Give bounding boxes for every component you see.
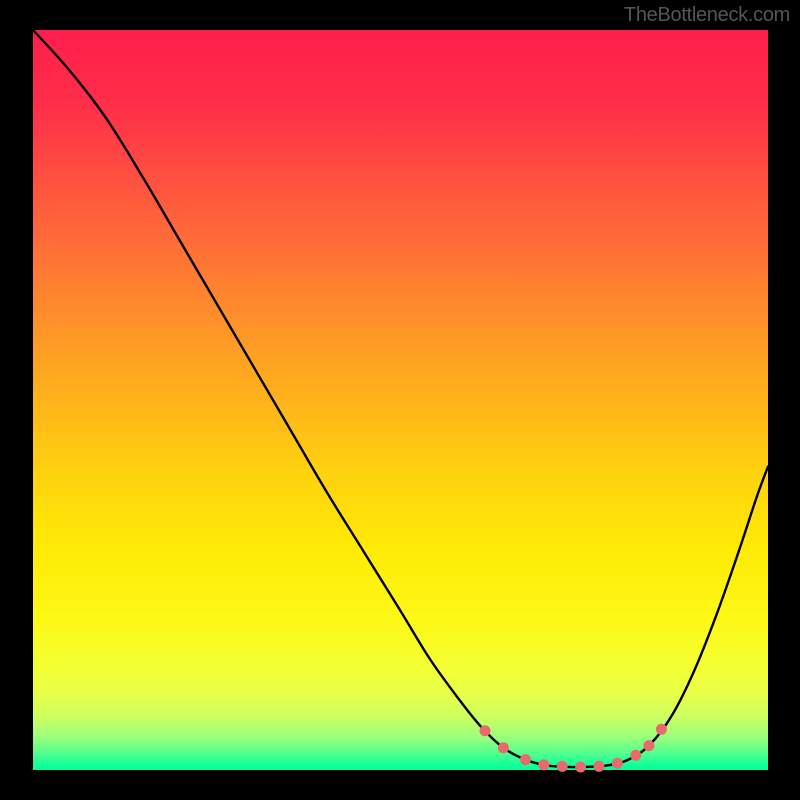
- bottleneck-chart: [0, 0, 800, 800]
- marker-dot: [575, 762, 586, 773]
- marker-dot: [520, 754, 531, 765]
- marker-dot: [612, 758, 623, 769]
- plot-background: [33, 30, 768, 770]
- marker-dot: [557, 761, 568, 772]
- marker-dot: [643, 740, 654, 751]
- marker-dot: [656, 724, 667, 735]
- watermark-label: TheBottleneck.com: [624, 4, 790, 27]
- marker-dot: [480, 725, 491, 736]
- marker-dot: [593, 761, 604, 772]
- marker-dot: [538, 759, 549, 770]
- marker-dot: [498, 742, 509, 753]
- chart-container: TheBottleneck.com: [0, 0, 800, 800]
- marker-dot: [630, 750, 641, 761]
